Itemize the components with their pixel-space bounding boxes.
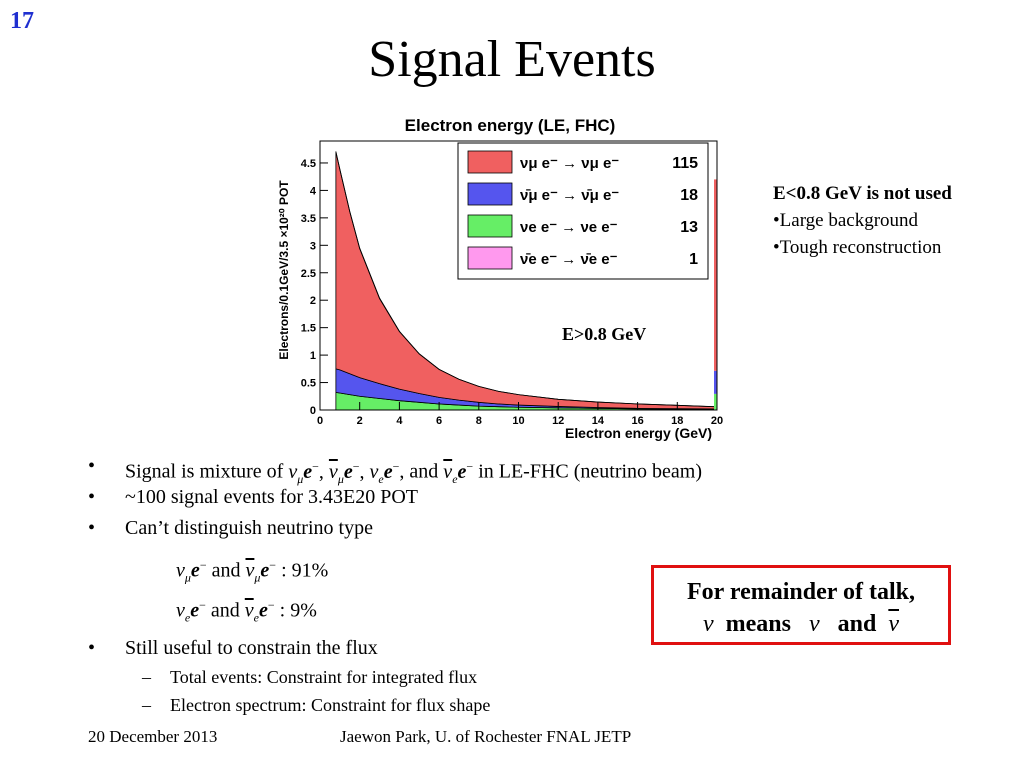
remainder-and: and <box>837 611 877 637</box>
x-tick-label: 4 <box>396 415 403 427</box>
y-tick-label: 2.5 <box>301 268 316 280</box>
legend-swatch <box>467 246 513 270</box>
y-tick-label: 2 <box>310 295 316 307</box>
side-note-item: •Large background <box>773 210 919 231</box>
overflow-bar-2 <box>714 179 717 371</box>
bullet-signal-mixture: Signal is mixture of νμe−, νμe−, νee−, a… <box>88 452 703 486</box>
remainder-line1: For remainder of talk, <box>687 579 915 605</box>
chart-title: Electron energy (LE, FHC) <box>405 116 616 135</box>
x-tick-label: 14 <box>592 415 605 427</box>
bullet-list: Signal is mixture of νμe−, νμe−, νee−, a… <box>88 452 702 545</box>
y-tick-label: 1.5 <box>301 323 316 335</box>
legend-label: ν̄μ e⁻ → ν̄μ e⁻ <box>520 187 619 204</box>
legend-label: ν̄e e⁻ → ν̄e e⁻ <box>520 251 618 268</box>
x-tick-label: 2 <box>357 415 363 427</box>
numu-fraction-line: νμe− and νμe− : 91% <box>176 558 329 585</box>
y-tick-label: 3.5 <box>301 213 316 225</box>
side-notes: E<0.8 GeV is not used •Large background … <box>773 180 952 261</box>
math-and: and <box>210 599 240 622</box>
chart-legend: νμ e⁻ → νμ e⁻ 115 ν̄μ e⁻ → ν̄μ e⁻ 18 νe e⁻ →… <box>457 142 709 280</box>
x-axis-label: Electron energy (GeV) <box>565 425 712 441</box>
slide-number: 17 <box>10 8 34 34</box>
nue-fraction-value: : 9% <box>279 599 317 622</box>
footer-author: Jaewon Park, U. of Rochester FNAL JETP <box>340 727 632 746</box>
bullet-neutrino-type: Can’t distinguish neutrino type <box>88 514 702 545</box>
nue-fraction-line: νee− and νee− : 9% <box>176 598 317 625</box>
y-axis-label: Electrons/0.1GeV/3.5 ×10²⁰ POT <box>277 180 291 360</box>
x-tick-label: 12 <box>552 415 564 427</box>
side-note-item: •Tough reconstruction <box>773 237 942 258</box>
math-and: and <box>211 559 241 582</box>
x-tick-label: 0 <box>317 415 323 427</box>
remainder-means: means <box>725 611 791 637</box>
y-tick-label: 4 <box>310 185 317 197</box>
reaction-formula: νee− <box>443 459 474 486</box>
x-tick-label: 6 <box>436 415 442 427</box>
reaction-formula: νμe−, νμe−, νee− <box>288 459 400 486</box>
x-tick-label: 16 <box>631 415 643 427</box>
overflow-bar-1 <box>714 370 717 394</box>
x-tick-label: 18 <box>671 415 683 427</box>
bullet-list-2: Still useful to constrain the flux <box>88 634 378 665</box>
legend-value: 13 <box>680 219 698 236</box>
y-tick-label: 0.5 <box>301 378 316 390</box>
side-notes-heading: E<0.8 GeV is not used <box>773 183 952 204</box>
legend-label: νμ e⁻ → νμ e⁻ <box>520 155 619 172</box>
legend-swatch <box>467 214 513 238</box>
axes: 0 2 4 6 8 10 12 14 16 18 20 0 0.5 1 1.5 2 2.5 3 3.5 4 4.5 <box>301 140 723 427</box>
sub-bullet-total-events: Total events: Constraint for integrated … <box>126 664 490 692</box>
legend-label: νe e⁻ → νe e⁻ <box>520 219 618 236</box>
x-tick-label: 10 <box>512 415 524 427</box>
electron-energy-chart: Electron energy (LE, FHC) 0 2 4 6 8 10 12 14 16 1… <box>277 116 723 441</box>
numu-fraction-value: : 91% <box>281 559 329 582</box>
y-tick-label: 3 <box>310 240 316 252</box>
y-tick-label: 1 <box>310 350 316 362</box>
sub-bullet-list: Total events: Constraint for integrated … <box>126 664 490 720</box>
footer-date: 20 December 2013 <box>88 727 218 746</box>
x-tick-label: 8 <box>476 415 482 427</box>
legend-value: 18 <box>680 187 698 204</box>
x-tick-label: 20 <box>711 415 723 427</box>
legend-swatch <box>467 182 513 206</box>
legend-value: 115 <box>672 155 698 172</box>
bullet-text: in LE-FHC (neutrino beam) <box>478 460 703 483</box>
sub-bullet-electron-spectrum: Electron spectrum: Constraint for flux s… <box>126 692 490 720</box>
y-tick-label: 4.5 <box>301 158 316 170</box>
area-series-3 <box>335 151 716 408</box>
energy-cut-annotation: E>0.8 GeV <box>562 324 647 344</box>
bullet-constrain-flux: Still useful to constrain the flux <box>88 634 378 665</box>
legend-swatch <box>467 150 513 174</box>
remainder-note-box: For remainder of talk, ν means ν and ν <box>651 565 951 645</box>
remainder-line2: ν means ν and ν <box>702 611 899 637</box>
bullet-signal-count: ~100 signal events for 3.43E20 POT <box>88 483 702 514</box>
slide-title: Signal Events <box>368 31 656 88</box>
bullet-text: , and <box>399 460 439 483</box>
y-tick-label: 0 <box>310 405 316 417</box>
overflow-bar-0 <box>714 393 717 410</box>
bullet-text: Signal is mixture of <box>125 460 284 483</box>
legend-value: 1 <box>689 251 698 268</box>
